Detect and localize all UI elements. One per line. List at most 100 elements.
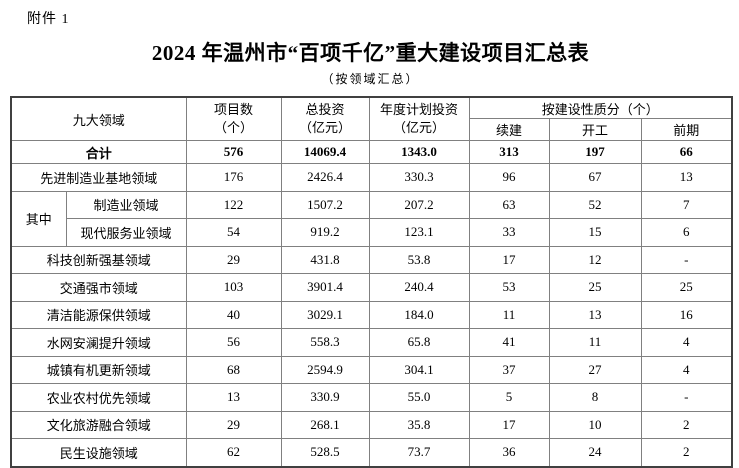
header-total-investment: 总投资 （亿元） bbox=[280, 96, 370, 141]
header-annual-investment: 年度计划投资 （亿元） bbox=[368, 96, 470, 141]
cell-preliminary: 4 bbox=[640, 328, 733, 357]
cell-continued: 33 bbox=[468, 218, 550, 247]
cell-project-count: 13 bbox=[185, 383, 282, 412]
table-row: 文化旅游融合领域 29 268.1 35.8 17 10 2 bbox=[10, 410, 733, 439]
cell-started: 27 bbox=[548, 355, 642, 384]
cell-preliminary: 2 bbox=[640, 410, 733, 439]
row-label: 交通强市领域 bbox=[10, 273, 187, 302]
cell-started: 197 bbox=[548, 140, 642, 164]
cell-annual-investment: 304.1 bbox=[368, 355, 470, 384]
table-row: 交通强市领域 103 3901.4 240.4 53 25 25 bbox=[10, 273, 733, 302]
cell-total-investment: 14069.4 bbox=[280, 140, 370, 164]
summary-table: 九大领域 项目数 （个） 总投资 （亿元） 年度计划投资 （亿元） 按建设性质分… bbox=[10, 96, 734, 468]
cell-started: 24 bbox=[548, 438, 642, 467]
row-label: 制造业领域 bbox=[65, 190, 187, 219]
row-label: 水网安澜提升领域 bbox=[10, 328, 187, 357]
cell-total-investment: 431.8 bbox=[280, 245, 370, 274]
table-row: 民生设施领域 62 528.5 73.7 36 24 2 bbox=[10, 438, 733, 467]
cell-total-investment: 330.9 bbox=[280, 383, 370, 412]
cell-continued: 37 bbox=[468, 355, 550, 384]
row-label: 科技创新强基领域 bbox=[10, 245, 187, 274]
cell-total-investment: 268.1 bbox=[280, 410, 370, 439]
row-label: 合计 bbox=[10, 140, 187, 164]
cell-started: 25 bbox=[548, 273, 642, 302]
attachment-label: 附件 1 bbox=[27, 12, 70, 27]
cell-total-investment: 3029.1 bbox=[280, 300, 370, 329]
row-label: 农业农村优先领域 bbox=[10, 383, 187, 412]
cell-continued: 41 bbox=[468, 328, 550, 357]
table-row: 农业农村优先领域 13 330.9 55.0 5 8 - bbox=[10, 383, 733, 412]
cell-project-count: 576 bbox=[185, 140, 282, 164]
cell-preliminary: 25 bbox=[640, 273, 733, 302]
cell-project-count: 68 bbox=[185, 355, 282, 384]
table-row: 城镇有机更新领域 68 2594.9 304.1 37 27 4 bbox=[10, 355, 733, 384]
cell-continued: 313 bbox=[468, 140, 550, 164]
table-header: 九大领域 项目数 （个） 总投资 （亿元） 年度计划投资 （亿元） 按建设性质分… bbox=[10, 96, 733, 141]
cell-annual-investment: 123.1 bbox=[368, 218, 470, 247]
cell-annual-investment: 65.8 bbox=[368, 328, 470, 357]
cell-preliminary: 2 bbox=[640, 438, 733, 467]
document-title: 2024 年温州市“百项千亿”重大建设项目汇总表 bbox=[151, 41, 590, 65]
cell-annual-investment: 35.8 bbox=[368, 410, 470, 439]
row-label: 城镇有机更新领域 bbox=[10, 355, 187, 384]
cell-annual-investment: 207.2 bbox=[368, 190, 470, 219]
cell-project-count: 29 bbox=[185, 245, 282, 274]
cell-continued: 63 bbox=[468, 190, 550, 219]
cell-annual-investment: 240.4 bbox=[368, 273, 470, 302]
cell-project-count: 56 bbox=[185, 328, 282, 357]
cell-annual-investment: 55.0 bbox=[368, 383, 470, 412]
cell-continued: 17 bbox=[468, 410, 550, 439]
cell-continued: 96 bbox=[468, 163, 550, 192]
cell-preliminary: 4 bbox=[640, 355, 733, 384]
cell-project-count: 176 bbox=[185, 163, 282, 192]
cell-project-count: 54 bbox=[185, 218, 282, 247]
total-row: 合计 576 14069.4 1343.0 313 197 66 bbox=[10, 140, 733, 164]
header-by-construction-nature: 按建设性质分（个） bbox=[468, 96, 733, 119]
cell-continued: 11 bbox=[468, 300, 550, 329]
cell-total-investment: 2426.4 bbox=[280, 163, 370, 192]
cell-started: 67 bbox=[548, 163, 642, 192]
header-started: 开工 bbox=[548, 118, 642, 141]
cell-project-count: 40 bbox=[185, 300, 282, 329]
cell-started: 15 bbox=[548, 218, 642, 247]
cell-started: 13 bbox=[548, 300, 642, 329]
cell-project-count: 122 bbox=[185, 190, 282, 219]
cell-project-count: 103 bbox=[185, 273, 282, 302]
cell-preliminary: - bbox=[640, 383, 733, 412]
header-row-top: 九大领域 项目数 （个） 总投资 （亿元） 年度计划投资 （亿元） 按建设性质分… bbox=[10, 96, 733, 141]
cell-preliminary: 13 bbox=[640, 163, 733, 192]
header-field: 九大领域 bbox=[10, 96, 187, 141]
cell-preliminary: 66 bbox=[640, 140, 733, 164]
row-label: 清洁能源保供领域 bbox=[10, 300, 187, 329]
cell-continued: 53 bbox=[468, 273, 550, 302]
cell-project-count: 29 bbox=[185, 410, 282, 439]
table-row: 现代服务业领域 54 919.2 123.1 33 15 6 bbox=[11, 218, 733, 247]
table-body: 合计 576 14069.4 1343.0 313 197 66 先进制造业基地… bbox=[10, 140, 733, 467]
cell-total-investment: 2594.9 bbox=[280, 355, 370, 384]
cell-total-investment: 3901.4 bbox=[280, 273, 370, 302]
cell-annual-investment: 73.7 bbox=[368, 438, 470, 467]
cell-annual-investment: 330.3 bbox=[368, 163, 470, 192]
cell-project-count: 62 bbox=[185, 438, 282, 467]
row-label: 民生设施领域 bbox=[10, 438, 187, 467]
cell-total-investment: 558.3 bbox=[280, 328, 370, 357]
cell-started: 12 bbox=[548, 245, 642, 274]
document-subtitle: （按领域汇总） bbox=[321, 72, 420, 86]
cell-preliminary: - bbox=[640, 245, 733, 274]
among-label: 其中 bbox=[10, 190, 67, 247]
header-continued: 续建 bbox=[468, 118, 550, 141]
cell-annual-investment: 1343.0 bbox=[368, 140, 470, 164]
cell-started: 52 bbox=[548, 190, 642, 219]
cell-preliminary: 7 bbox=[640, 190, 733, 219]
cell-annual-investment: 53.8 bbox=[368, 245, 470, 274]
cell-total-investment: 919.2 bbox=[280, 218, 370, 247]
cell-total-investment: 528.5 bbox=[280, 438, 370, 467]
table-row: 其中 制造业领域 122 1507.2 207.2 63 52 7 bbox=[10, 190, 733, 247]
cell-started: 11 bbox=[548, 328, 642, 357]
cell-continued: 36 bbox=[468, 438, 550, 467]
table-row: 科技创新强基领域 29 431.8 53.8 17 12 - bbox=[10, 245, 733, 274]
row-label: 文化旅游融合领域 bbox=[10, 410, 187, 439]
cell-preliminary: 6 bbox=[640, 218, 733, 247]
cell-annual-investment: 184.0 bbox=[368, 300, 470, 329]
